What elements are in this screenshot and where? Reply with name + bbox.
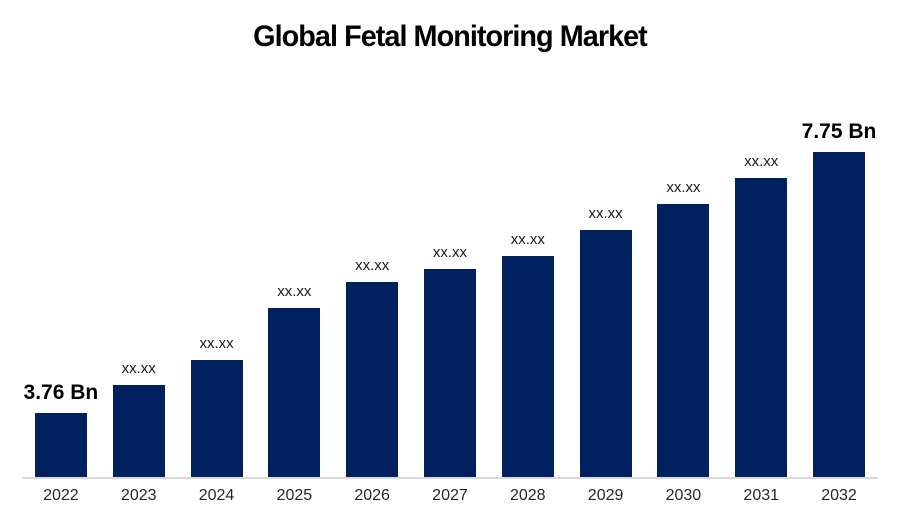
bar-value-label: xx.xx: [199, 335, 234, 352]
x-axis-tick-label: 2029: [587, 487, 624, 504]
x-axis-tick-label: 2026: [354, 487, 390, 504]
bar: [735, 178, 788, 477]
x-axis-tick-row: 2022 2023 2024 2025 2026 2027 2028 2029 2030 2031…: [22, 486, 878, 505]
bar: [268, 308, 321, 477]
x-axis-tick-label: 2032: [821, 487, 857, 504]
bar-group-2028: xx.xx: [489, 110, 567, 477]
bar-group-2031: xx.xx: [722, 110, 800, 477]
bar-value-label: 7.75 Bn: [801, 120, 877, 143]
x-axis-line: [22, 477, 878, 479]
x-axis-tick-label: 2031: [743, 487, 780, 504]
bar: [112, 385, 165, 477]
bar-group-2025: xx.xx: [255, 110, 333, 477]
bar-value-label: xx.xx: [744, 153, 779, 170]
chart-title: Global Fetal Monitoring Market: [253, 20, 648, 53]
bar-value-label: xx.xx: [432, 244, 468, 261]
bar: [579, 230, 632, 477]
bar: [346, 282, 399, 477]
x-axis-tick-label: 2028: [509, 487, 546, 504]
bar-group-2030: xx.xx: [645, 110, 723, 477]
bar: [34, 413, 87, 477]
x-axis-tick-label: 2027: [432, 487, 468, 504]
bar-value-label: xx.xx: [355, 257, 390, 274]
plot-area: 3.76 Bn xx.xx xx.xx xx.xx xx.xx xx.xx xx.xx xx.…: [22, 110, 878, 477]
x-axis-tick-label: 2024: [198, 487, 235, 504]
bar-group-2023: xx.xx: [100, 110, 178, 477]
bar: [657, 204, 710, 477]
bar-value-label: xx.xx: [510, 231, 545, 248]
bar-value-label: xx.xx: [588, 205, 623, 222]
x-axis-tick-label: 2023: [120, 487, 157, 504]
x-axis-tick-label: 2022: [43, 487, 79, 504]
bar-value-label: xx.xx: [277, 283, 312, 300]
bar-group-2026: xx.xx: [333, 110, 411, 477]
bar: [423, 269, 476, 477]
x-axis-tick-label: 2025: [276, 487, 313, 504]
bar: [813, 152, 866, 477]
bar-group-2032: 7.75 Bn: [800, 110, 878, 477]
bar-group-2022: 3.76 Bn: [22, 110, 100, 477]
x-axis-tick-label: 2030: [665, 487, 702, 504]
bar: [190, 360, 243, 477]
bar-value-label: xx.xx: [121, 360, 156, 377]
bar-value-label: xx.xx: [666, 179, 701, 196]
bar-group-2029: xx.xx: [567, 110, 645, 477]
bar-group-2024: xx.xx: [178, 110, 256, 477]
bar-group-2027: xx.xx: [411, 110, 489, 477]
bar-value-label: 3.76 Bn: [23, 381, 99, 404]
bars-row: 3.76 Bn xx.xx xx.xx xx.xx xx.xx xx.xx xx.xx xx.…: [22, 110, 878, 477]
bar: [501, 256, 554, 477]
